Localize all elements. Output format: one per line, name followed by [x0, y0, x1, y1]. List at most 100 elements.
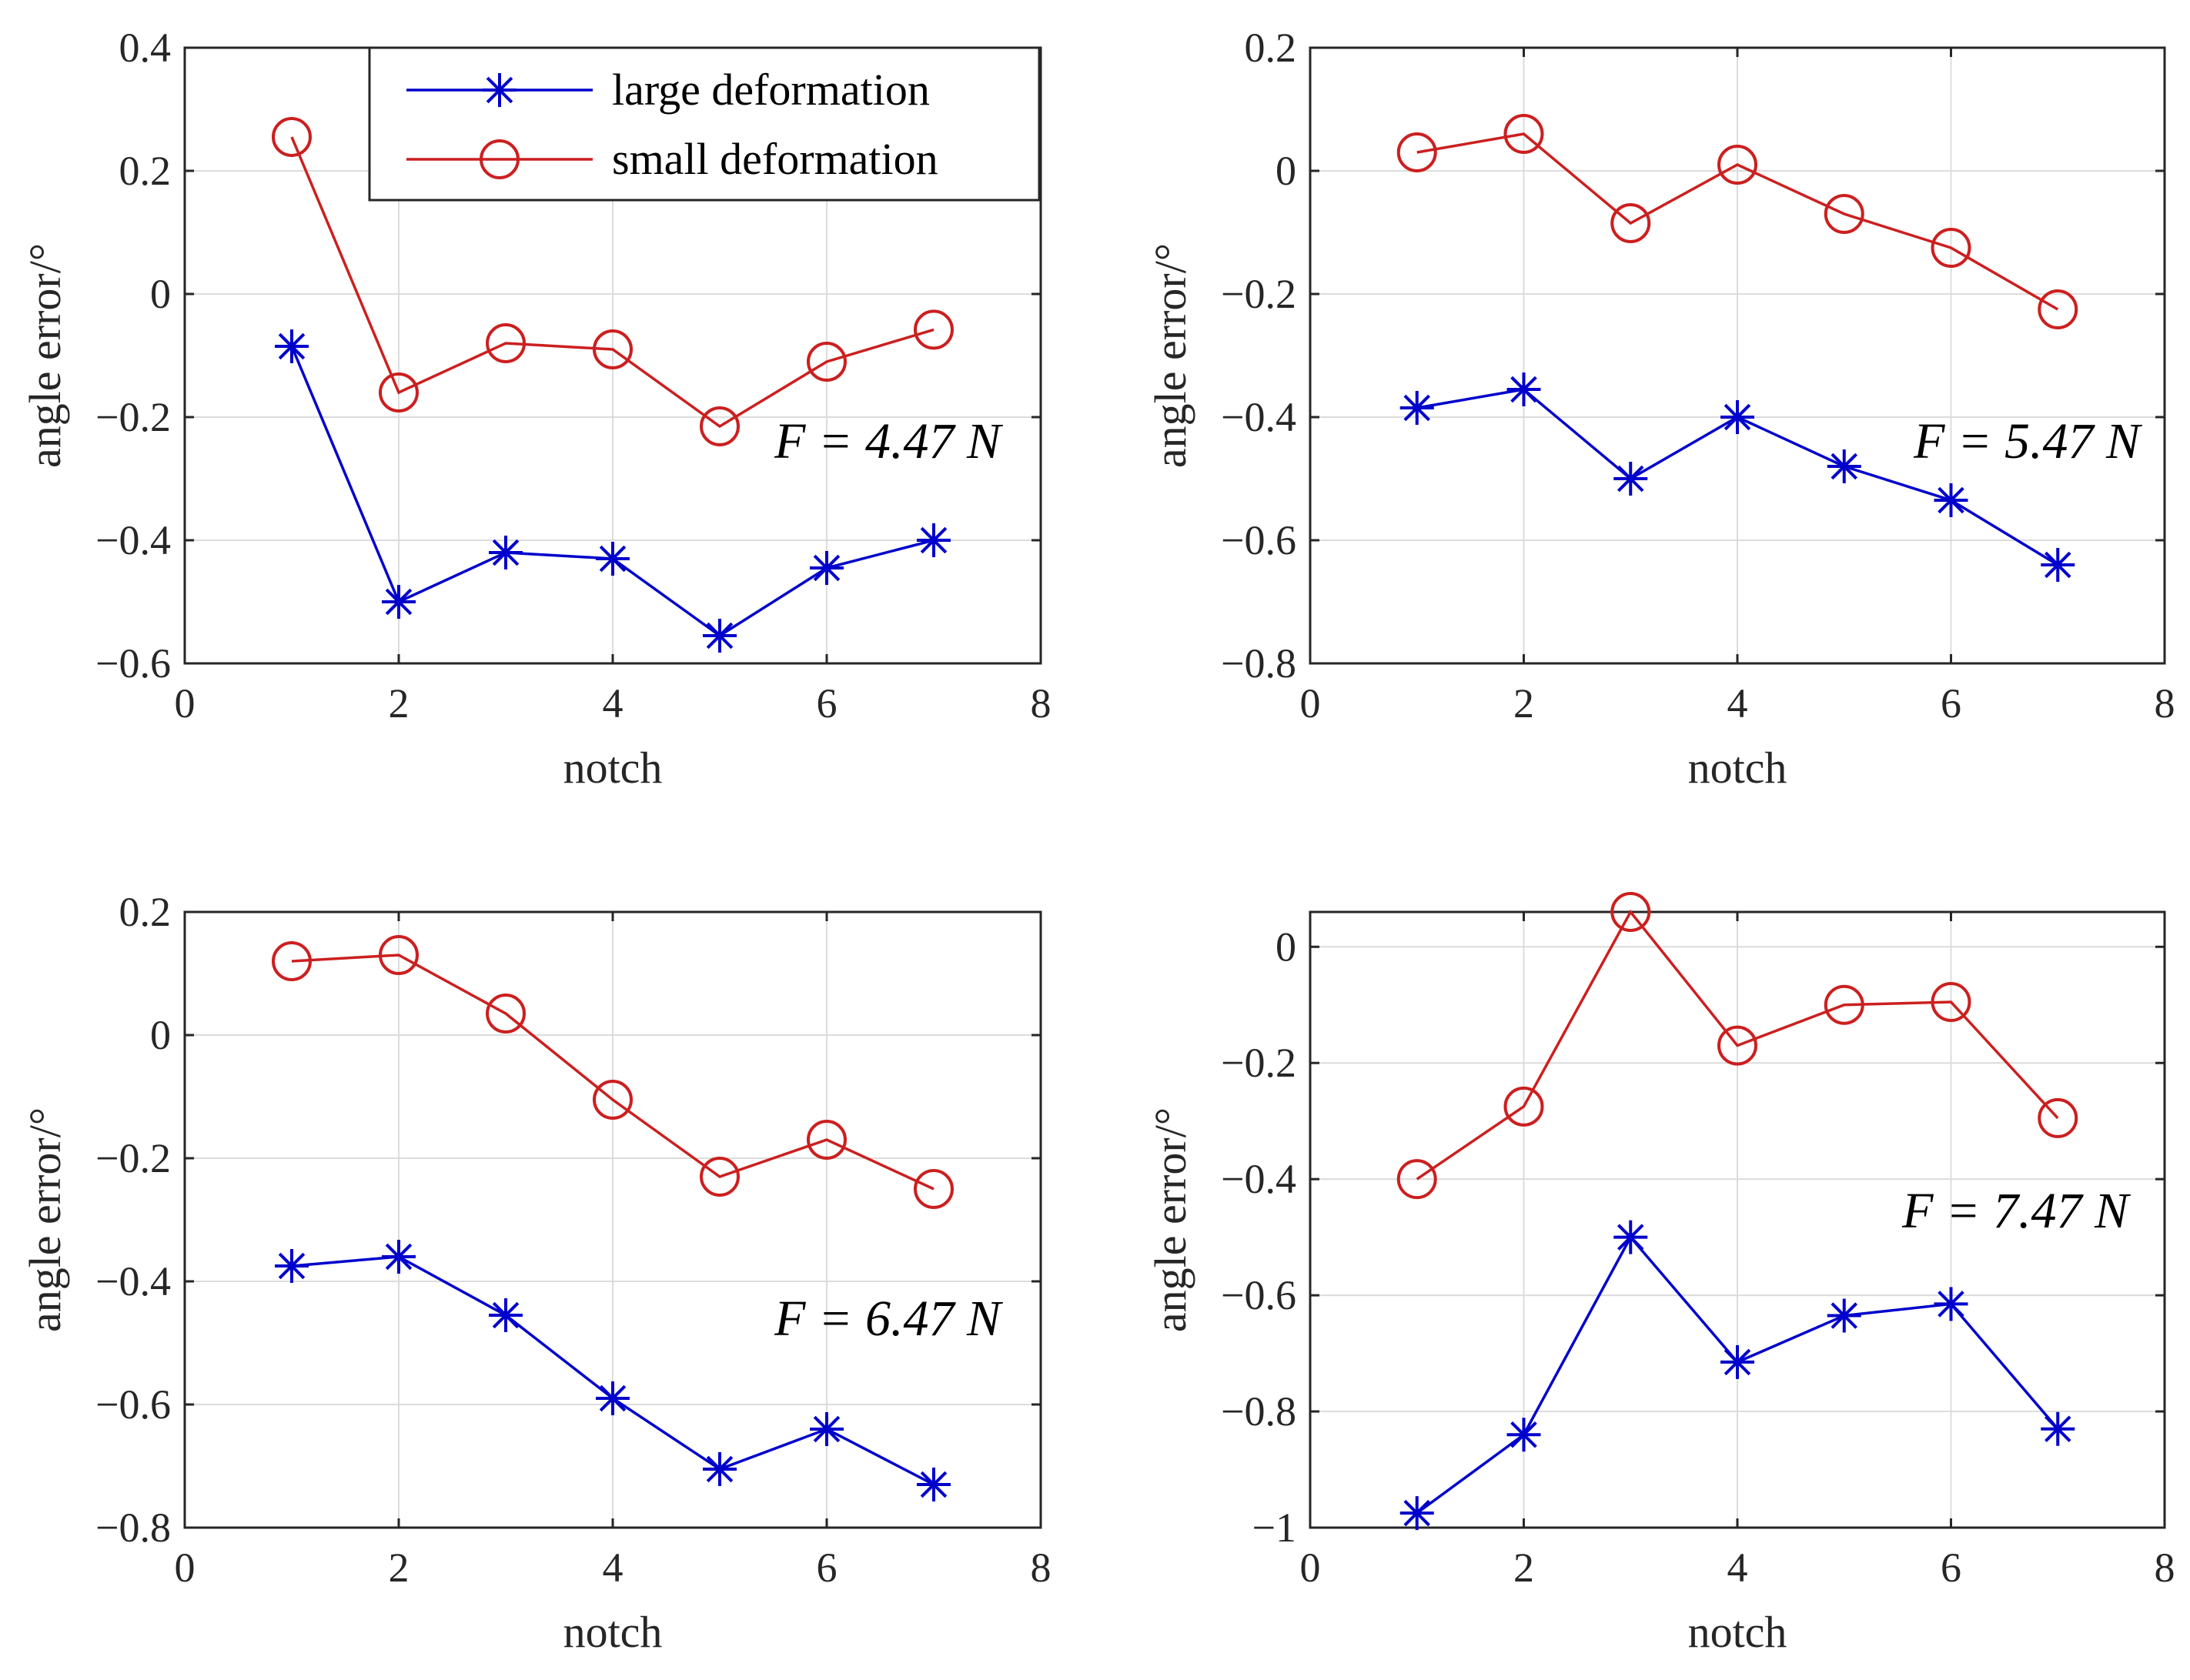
data-point-circle	[1396, 1159, 1437, 1200]
x-tick-label: 4	[1727, 1545, 1748, 1591]
y-axis-label: angle error/°	[1145, 1107, 1195, 1332]
y-tick-label: −0.4	[1221, 1156, 1296, 1202]
data-point-asterisk	[489, 536, 523, 569]
data-point-asterisk	[810, 551, 844, 585]
data-point-circle	[379, 372, 419, 412]
x-tick-label: 6	[817, 680, 838, 726]
data-point-circle	[1503, 114, 1544, 154]
x-axis-label: notch	[1688, 1607, 1787, 1657]
x-tick-label: 2	[389, 1545, 410, 1591]
y-tick-label: 0.2	[1245, 25, 1297, 71]
subplot-3: 0 2 4 6 8 −0.8 −0.6 −0.4 −0.2 0 0.2 notch angle erro…	[20, 889, 1052, 1657]
data-point-asterisk	[1720, 1344, 1754, 1379]
data-point-asterisk	[2041, 548, 2075, 582]
data-point-circle	[1824, 984, 1864, 1025]
series-small-deformation	[1396, 892, 2078, 1200]
force-annotation: F = 6.47 N	[774, 1291, 1004, 1347]
data-point-circle	[1610, 892, 1651, 932]
y-tick-label: −0.2	[1221, 1040, 1296, 1086]
data-point-circle	[807, 342, 847, 382]
y-tick-label: −0.4	[1221, 394, 1296, 440]
data-point-circle	[700, 406, 740, 446]
data-point-circle	[807, 1120, 847, 1160]
series-large-deformation	[1399, 372, 2075, 582]
data-point-circle	[1824, 194, 1864, 234]
data-point-circle	[272, 941, 312, 981]
data-point-asterisk	[917, 523, 951, 557]
y-tick-label: 0.2	[119, 148, 172, 194]
subplot-2: 0 2 4 6 8 −0.8 −0.6 −0.4 −0.2 0 0.2 notch angle erro…	[1145, 25, 2175, 793]
data-point-asterisk	[1506, 372, 1541, 406]
data-point-circle	[1396, 132, 1437, 172]
x-tick-label: 8	[1031, 680, 1052, 726]
y-tick-label: −0.8	[95, 1505, 171, 1551]
x-tick-label: 2	[1513, 680, 1534, 726]
x-axis-label: notch	[1688, 743, 1787, 793]
series-line	[291, 954, 935, 1191]
y-tick-label: −0.6	[1221, 1272, 1296, 1318]
data-point-asterisk	[1399, 1496, 1434, 1531]
x-tick-label: 6	[1941, 1545, 1961, 1591]
force-annotation: F = 7.47 N	[1901, 1183, 2131, 1239]
x-axis-label: notch	[563, 1607, 663, 1657]
subplot-1: 0 2 4 6 8 −0.6 −0.4 −0.2 0 0.2 0.4 notch angle error…	[20, 25, 1052, 793]
data-point-circle	[486, 323, 526, 363]
data-point-asterisk	[275, 1249, 309, 1283]
data-point-asterisk	[703, 619, 737, 653]
force-annotation: F = 4.47 N	[774, 413, 1004, 469]
data-point-asterisk	[2041, 1411, 2075, 1446]
data-point-circle	[379, 935, 419, 975]
legend-entry-label: large deformation	[612, 65, 930, 115]
data-point-circle	[2038, 289, 2078, 329]
y-tick-label: −0.2	[95, 394, 171, 440]
legend-box	[368, 46, 1041, 202]
data-point-asterisk	[1720, 400, 1754, 434]
y-axis-label: angle error/°	[1145, 243, 1195, 468]
y-tick-label: −0.2	[95, 1135, 171, 1181]
y-tick-label: −0.6	[1221, 517, 1296, 563]
y-axis-label: angle error/°	[20, 243, 70, 468]
x-tick-label: 6	[817, 1545, 838, 1591]
data-point-asterisk	[382, 585, 416, 619]
x-tick-label: 0	[175, 680, 196, 726]
series-line	[1416, 909, 2059, 1181]
data-point-circle	[700, 1157, 740, 1197]
data-point-asterisk	[1827, 449, 1861, 483]
data-point-circle	[1717, 1025, 1757, 1066]
legend-entry-label: small deformation	[612, 134, 938, 184]
y-tick-label: 0	[1276, 148, 1296, 194]
data-point-circle	[1717, 145, 1757, 185]
data-point-asterisk	[1506, 1418, 1541, 1452]
x-axis-label: notch	[563, 743, 663, 793]
data-point-circle	[593, 1080, 633, 1120]
series-small-deformation	[272, 117, 954, 446]
data-point-circle	[272, 117, 312, 157]
x-tick-label: 0	[1300, 1545, 1321, 1591]
data-point-asterisk	[1613, 1220, 1648, 1254]
x-tick-label: 0	[1300, 680, 1321, 726]
x-tick-label: 8	[2155, 680, 2175, 726]
x-tick-label: 2	[389, 680, 410, 726]
data-point-asterisk	[382, 1240, 416, 1274]
data-point-asterisk	[1613, 462, 1648, 496]
x-tick-label: 4	[1727, 680, 1748, 726]
y-tick-label: 0.4	[119, 25, 172, 71]
data-point-circle	[486, 994, 526, 1034]
y-tick-label: −1	[1252, 1505, 1296, 1551]
y-tick-label: −0.8	[1221, 1388, 1296, 1435]
data-point-asterisk	[703, 1452, 737, 1486]
series-small-deformation	[1396, 114, 2078, 329]
data-point-asterisk	[917, 1468, 951, 1501]
x-tick-label: 2	[1513, 1545, 1534, 1591]
legend-marker-asterisk	[483, 73, 517, 107]
data-point-circle	[593, 329, 633, 369]
y-tick-label: 0	[1276, 923, 1296, 970]
data-point-asterisk	[1827, 1298, 1861, 1333]
series-large-deformation	[275, 329, 951, 653]
y-tick-label: −0.4	[95, 1258, 171, 1304]
data-point-circle	[2038, 1097, 2078, 1138]
data-point-circle	[1503, 1086, 1544, 1127]
y-tick-label: −0.4	[95, 517, 171, 563]
